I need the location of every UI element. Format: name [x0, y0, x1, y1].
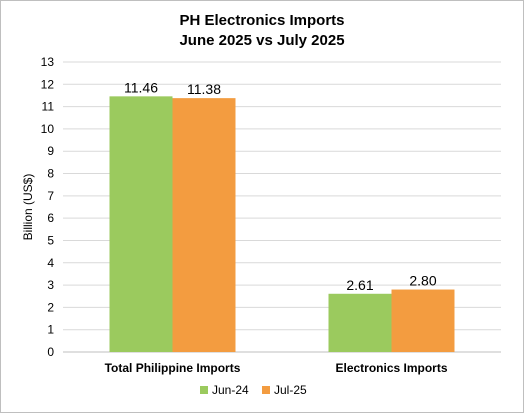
y-tick-label: 8	[47, 167, 54, 181]
y-tick-label: 4	[47, 256, 54, 270]
y-tick-label: 10	[41, 122, 55, 136]
y-tick-label: 1	[47, 323, 54, 337]
y-tick-label: 13	[41, 55, 55, 69]
x-tick-label: Electronics Imports	[335, 361, 447, 375]
data-label: 2.80	[409, 273, 436, 289]
y-tick-label: 12	[41, 77, 55, 91]
y-tick-label: 2	[47, 300, 54, 314]
legend-swatch	[200, 386, 208, 394]
y-tick-label: 3	[47, 278, 54, 292]
y-tick-label: 5	[47, 233, 54, 247]
data-label: 11.46	[124, 79, 158, 95]
y-axis-label: Billion (US$)	[21, 174, 35, 241]
chart-title: PH Electronics Imports	[179, 12, 344, 29]
y-tick-label: 7	[47, 189, 54, 203]
legend-label: Jun-24	[212, 383, 249, 397]
legend-label: Jul-25	[274, 383, 307, 397]
bar	[172, 98, 236, 352]
y-tick-label: 0	[47, 345, 54, 359]
y-tick-label: 9	[47, 144, 54, 158]
legend-item: Jul-25	[262, 383, 307, 397]
bar	[328, 293, 392, 352]
legend-swatch	[262, 386, 270, 394]
data-label: 11.38	[187, 81, 221, 97]
data-label: 2.61	[346, 277, 373, 293]
bar	[391, 289, 455, 352]
chart-subtitle: June 2025 vs July 2025	[179, 32, 344, 49]
y-tick-label: 6	[47, 211, 54, 225]
bar	[109, 96, 173, 352]
y-tick-label: 11	[42, 100, 55, 114]
legend-item: Jun-24	[200, 383, 249, 397]
x-tick-label: Total Philippine Imports	[105, 361, 241, 375]
